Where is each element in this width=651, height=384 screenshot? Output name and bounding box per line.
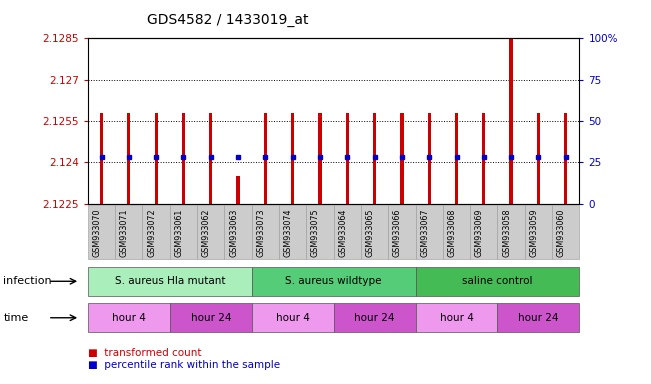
Text: hour 4: hour 4	[112, 313, 146, 323]
Text: infection: infection	[3, 276, 52, 286]
Text: GSM933060: GSM933060	[557, 209, 566, 257]
Text: GSM933073: GSM933073	[256, 209, 266, 257]
Bar	[182, 113, 185, 204]
Bar	[482, 113, 486, 204]
Text: GSM933062: GSM933062	[202, 209, 211, 257]
Text: GSM933075: GSM933075	[311, 209, 320, 257]
Text: GSM933069: GSM933069	[475, 209, 484, 257]
Bar	[373, 113, 376, 204]
Text: hour 24: hour 24	[191, 313, 231, 323]
Text: hour 4: hour 4	[276, 313, 310, 323]
Bar	[510, 38, 513, 204]
Text: GSM933063: GSM933063	[229, 209, 238, 257]
Text: hour 4: hour 4	[439, 313, 473, 323]
Text: S. aureus Hla mutant: S. aureus Hla mutant	[115, 276, 225, 286]
Text: GSM933064: GSM933064	[339, 209, 347, 257]
Bar	[100, 113, 103, 204]
Text: GSM933074: GSM933074	[284, 209, 293, 257]
Text: hour 24: hour 24	[354, 313, 395, 323]
Bar	[154, 113, 158, 204]
Bar	[264, 113, 267, 204]
Bar	[209, 113, 212, 204]
Text: saline control: saline control	[462, 276, 533, 286]
Text: GSM933067: GSM933067	[420, 209, 429, 257]
Text: hour 24: hour 24	[518, 313, 559, 323]
Text: S. aureus wildtype: S. aureus wildtype	[285, 276, 382, 286]
Text: ■  percentile rank within the sample: ■ percentile rank within the sample	[88, 360, 280, 370]
Bar	[537, 113, 540, 204]
Bar	[428, 113, 431, 204]
Bar	[564, 113, 568, 204]
Bar	[291, 113, 294, 204]
Bar	[455, 113, 458, 204]
Bar	[400, 113, 404, 204]
Bar	[346, 113, 349, 204]
Text: GSM933072: GSM933072	[147, 209, 156, 257]
Bar	[127, 113, 130, 204]
Bar	[318, 113, 322, 204]
Text: GSM933059: GSM933059	[529, 209, 538, 257]
Text: ■  transformed count: ■ transformed count	[88, 348, 201, 358]
Text: GSM933070: GSM933070	[92, 209, 102, 257]
Text: GSM933071: GSM933071	[120, 209, 129, 257]
Bar	[236, 176, 240, 204]
Text: GDS4582 / 1433019_at: GDS4582 / 1433019_at	[147, 13, 309, 27]
Text: GSM933068: GSM933068	[447, 209, 456, 257]
Text: time: time	[3, 313, 29, 323]
Text: GSM933066: GSM933066	[393, 209, 402, 257]
Text: GSM933065: GSM933065	[366, 209, 374, 257]
Text: GSM933061: GSM933061	[174, 209, 184, 257]
Text: GSM933058: GSM933058	[502, 209, 511, 257]
